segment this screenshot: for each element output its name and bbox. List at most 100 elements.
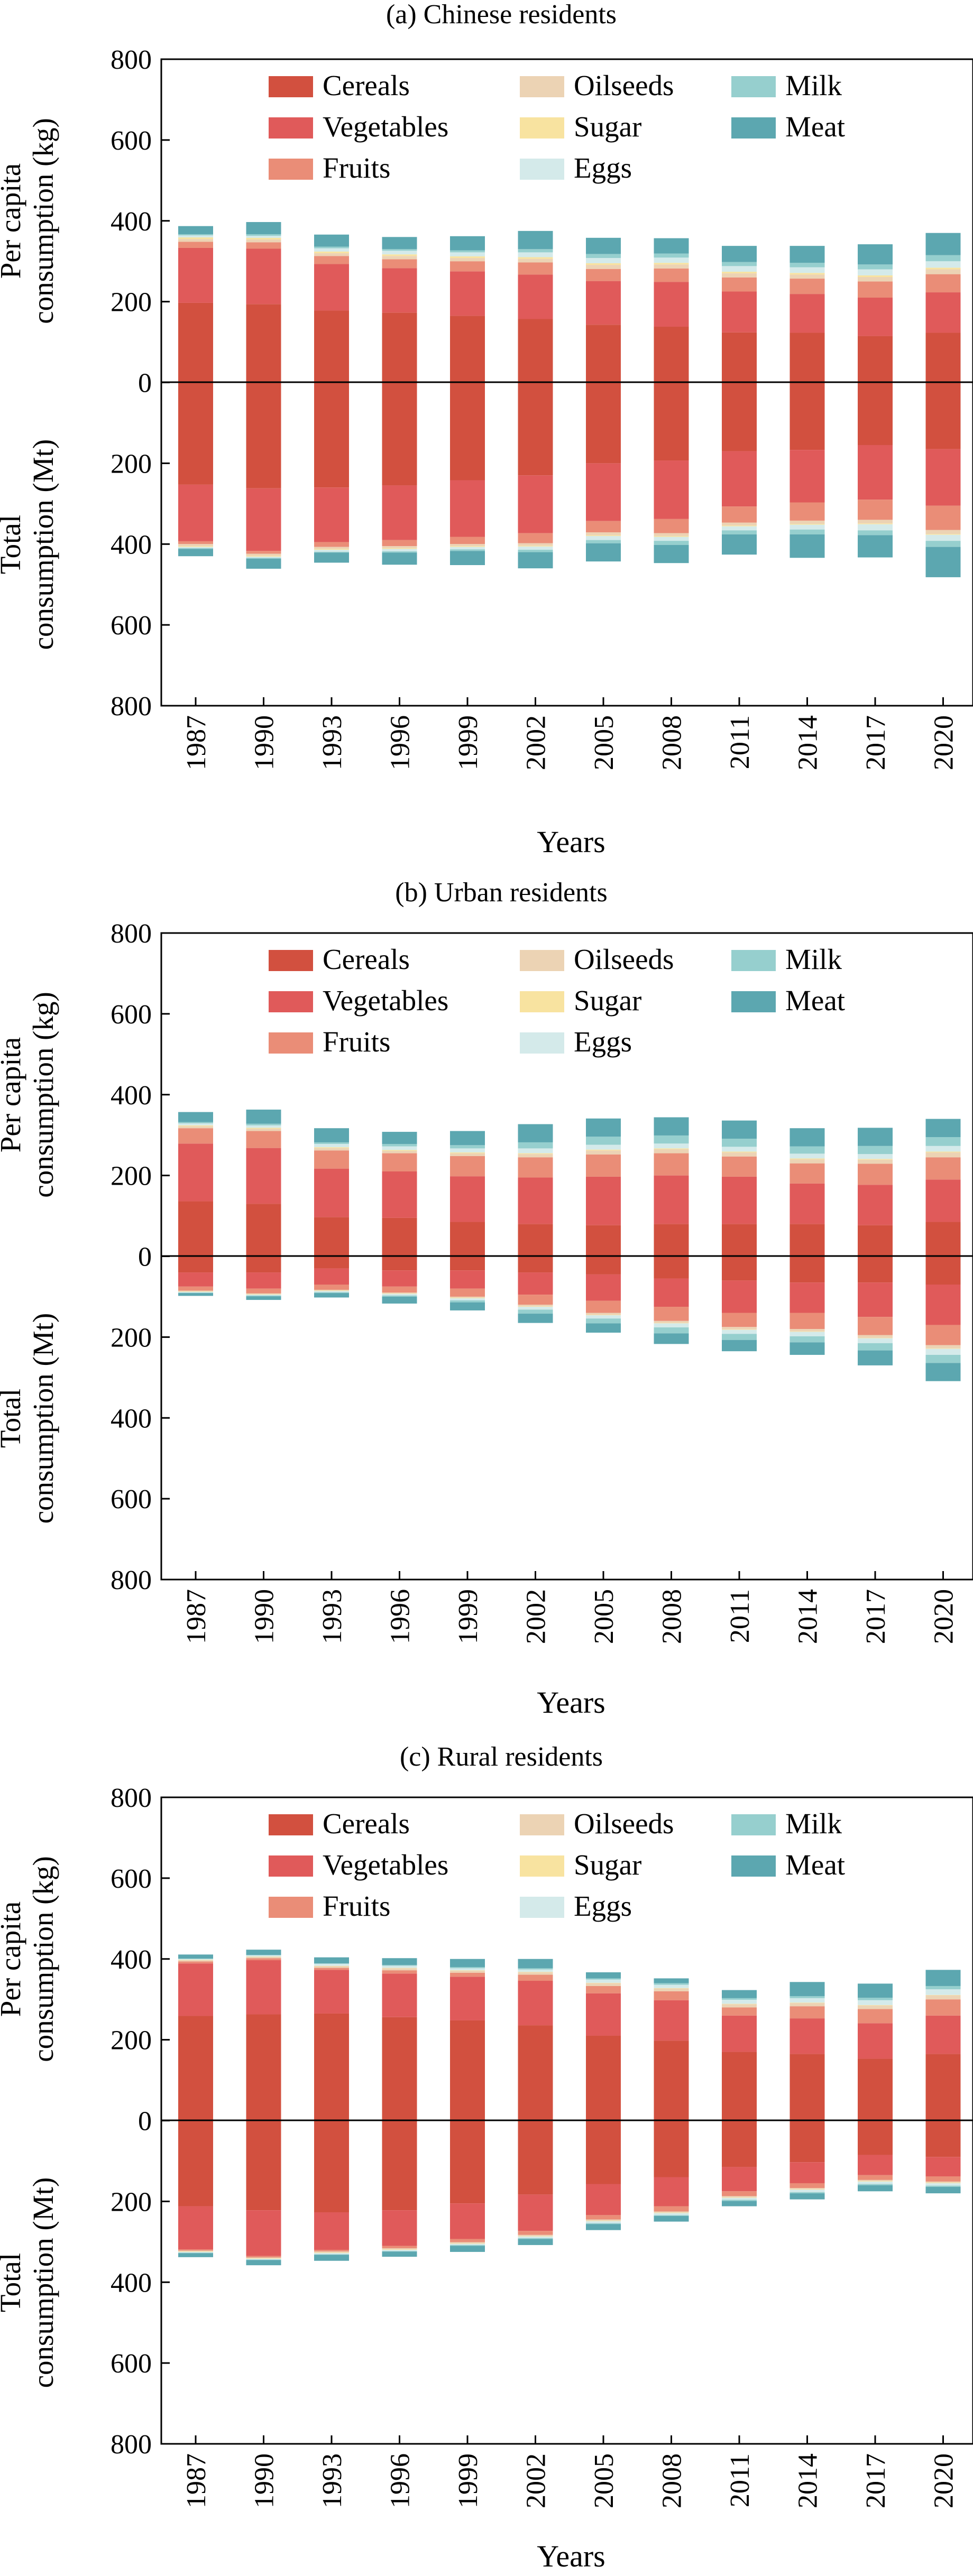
bar-segment-total-oilseeds-2014 bbox=[790, 2188, 825, 2190]
bar-segment-total-milk-1999 bbox=[450, 549, 485, 551]
bar-segment-total-meat-2014 bbox=[790, 2193, 825, 2200]
x-tick-label-1993: 1993 bbox=[317, 2453, 347, 2508]
bar-segment-per-capita-vegetables-2002 bbox=[518, 274, 553, 319]
bar-segment-per-capita-oilseeds-1990 bbox=[246, 1956, 281, 1959]
bar-segment-per-capita-milk-1996 bbox=[382, 249, 417, 251]
bar-segment-total-vegetables-1993 bbox=[314, 1268, 349, 1285]
bar-segment-per-capita-meat-2017 bbox=[858, 244, 893, 265]
bar-segment-per-capita-sugar-2014 bbox=[790, 2002, 825, 2003]
legend-label-vegetables: Vegetables bbox=[323, 110, 448, 143]
bar-segment-per-capita-sugar-2017 bbox=[858, 2005, 893, 2006]
bar-segment-per-capita-oilseeds-1987 bbox=[178, 1960, 213, 1962]
bar-segment-per-capita-sugar-2002 bbox=[518, 1153, 553, 1155]
bar-segment-per-capita-sugar-1987 bbox=[178, 1125, 213, 1127]
legend-swatch-fruits bbox=[269, 1897, 313, 1918]
bar-segment-per-capita-oilseeds-2005 bbox=[586, 1983, 621, 1986]
bar-segment-total-meat-1999 bbox=[450, 1302, 485, 1310]
bar-segment-total-cereals-2002 bbox=[518, 1256, 553, 1273]
bar-segment-per-capita-milk-2017 bbox=[858, 1146, 893, 1155]
bar-segment-total-meat-2020 bbox=[925, 547, 961, 577]
bar-segment-total-milk-1987 bbox=[178, 1292, 213, 1294]
bar-segment-total-oilseeds-2005 bbox=[586, 532, 621, 535]
bar-segment-per-capita-cereals-1996 bbox=[382, 2017, 417, 2121]
x-tick-label-2011: 2011 bbox=[725, 1589, 755, 1643]
bar-segment-total-fruits-1996 bbox=[382, 540, 417, 547]
bar-segment-total-meat-2011 bbox=[722, 534, 757, 555]
bar-segment-per-capita-eggs-2011 bbox=[722, 266, 757, 272]
bar-segment-total-cereals-1993 bbox=[314, 382, 349, 488]
bar-segment-per-capita-meat-2011 bbox=[722, 1990, 757, 1998]
bar-segment-per-capita-vegetables-2017 bbox=[858, 297, 893, 336]
bar-segment-per-capita-eggs-1993 bbox=[314, 1144, 349, 1148]
bar-segment-total-sugar-1987 bbox=[178, 2251, 213, 2252]
bar-segment-total-fruits-2020 bbox=[925, 2176, 961, 2182]
bar-segment-total-milk-2008 bbox=[654, 1327, 689, 1334]
bar-segment-per-capita-sugar-1990 bbox=[246, 1128, 281, 1129]
bar-segment-total-fruits-2002 bbox=[518, 1295, 553, 1305]
bar-segment-total-cereals-2008 bbox=[654, 382, 689, 461]
bar-segment-total-oilseeds-2008 bbox=[654, 2211, 689, 2213]
bar-segment-per-capita-eggs-2008 bbox=[654, 257, 689, 263]
bar-segment-total-cereals-2014 bbox=[790, 1256, 825, 1283]
bar-segment-per-capita-cereals-2014 bbox=[790, 1224, 825, 1257]
bar-segment-per-capita-cereals-2005 bbox=[586, 1225, 621, 1257]
bar-segment-total-meat-1996 bbox=[382, 2251, 417, 2257]
bar-segment-per-capita-sugar-1990 bbox=[246, 237, 281, 239]
bar-segment-per-capita-fruits-2008 bbox=[654, 1153, 689, 1176]
bar-segment-total-vegetables-2002 bbox=[518, 475, 553, 533]
bar-segment-total-fruits-1999 bbox=[450, 1288, 485, 1297]
bar-segment-total-vegetables-1996 bbox=[382, 1270, 417, 1287]
bar-segment-total-sugar-2002 bbox=[518, 2236, 553, 2237]
bar-segment-total-oilseeds-1987 bbox=[178, 2250, 213, 2252]
bar-segment-total-meat-2014 bbox=[790, 534, 825, 558]
bar-segment-per-capita-oilseeds-2020 bbox=[925, 1995, 961, 2000]
bar-segment-total-fruits-1987 bbox=[178, 541, 213, 544]
bar-segment-per-capita-meat-1993 bbox=[314, 1957, 349, 1964]
bar-segment-per-capita-milk-1999 bbox=[450, 1967, 485, 1969]
bar-segment-total-fruits-1993 bbox=[314, 542, 349, 547]
bar-segment-total-cereals-2011 bbox=[722, 2120, 757, 2167]
bar-segment-total-oilseeds-2020 bbox=[925, 530, 961, 534]
bar-segment-per-capita-eggs-1993 bbox=[314, 1963, 349, 1966]
bar-segment-per-capita-oilseeds-1993 bbox=[314, 1148, 349, 1151]
y-tick-label: 0 bbox=[138, 368, 152, 399]
bar-segment-total-cereals-2017 bbox=[858, 382, 893, 445]
bar-segment-total-eggs-2005 bbox=[586, 535, 621, 540]
bar-segment-per-capita-eggs-1990 bbox=[246, 1955, 281, 1957]
legend-swatch-cereals bbox=[269, 1814, 313, 1835]
bar-segment-total-fruits-1996 bbox=[382, 2246, 417, 2249]
bar-segment-total-cereals-2017 bbox=[858, 1256, 893, 1283]
bar-segment-total-meat-2017 bbox=[858, 1350, 893, 1365]
bar-segment-total-meat-1990 bbox=[246, 558, 281, 569]
bar-segment-per-capita-meat-2008 bbox=[654, 238, 689, 254]
bar-segment-per-capita-sugar-2020 bbox=[925, 267, 961, 270]
y-tick-label: 800 bbox=[111, 2430, 152, 2460]
bar-segment-per-capita-fruits-2002 bbox=[518, 1157, 553, 1178]
bar-segment-per-capita-fruits-1987 bbox=[178, 1128, 213, 1144]
bar-segment-total-vegetables-2020 bbox=[925, 449, 961, 506]
legend-swatch-eggs bbox=[520, 159, 564, 180]
bar-segment-total-sugar-1990 bbox=[246, 556, 281, 557]
bar-segment-per-capita-oilseeds-2017 bbox=[858, 276, 893, 282]
bar-segment-total-vegetables-2008 bbox=[654, 2177, 689, 2206]
bar-segment-per-capita-cereals-1990 bbox=[246, 304, 281, 383]
bar-segment-per-capita-milk-1993 bbox=[314, 246, 349, 248]
bar-segment-per-capita-meat-2020 bbox=[925, 1970, 961, 1986]
x-tick-label-2011: 2011 bbox=[725, 715, 755, 769]
bar-segment-total-oilseeds-2017 bbox=[858, 1335, 893, 1338]
bar-segment-per-capita-meat-2008 bbox=[654, 1117, 689, 1135]
bar-segment-per-capita-oilseeds-1993 bbox=[314, 1966, 349, 1968]
bar-segment-total-meat-2017 bbox=[858, 535, 893, 558]
bar-segment-per-capita-eggs-1987 bbox=[178, 235, 213, 238]
legend-swatch-milk bbox=[731, 1814, 776, 1835]
bar-segment-per-capita-milk-1993 bbox=[314, 1963, 349, 1964]
bar-segment-per-capita-vegetables-1990 bbox=[246, 1148, 281, 1204]
bar-segment-total-milk-1987 bbox=[178, 2252, 213, 2254]
bar-segment-total-sugar-2017 bbox=[858, 523, 893, 524]
bar-segment-per-capita-vegetables-2017 bbox=[858, 1185, 893, 1225]
bar-segment-per-capita-sugar-2017 bbox=[858, 275, 893, 277]
bar-segment-total-milk-2014 bbox=[790, 1336, 825, 1343]
bar-segment-per-capita-vegetables-2005 bbox=[586, 1176, 621, 1225]
bar-segment-per-capita-cereals-1987 bbox=[178, 302, 213, 383]
x-tick-label-1990: 1990 bbox=[250, 1589, 280, 1644]
